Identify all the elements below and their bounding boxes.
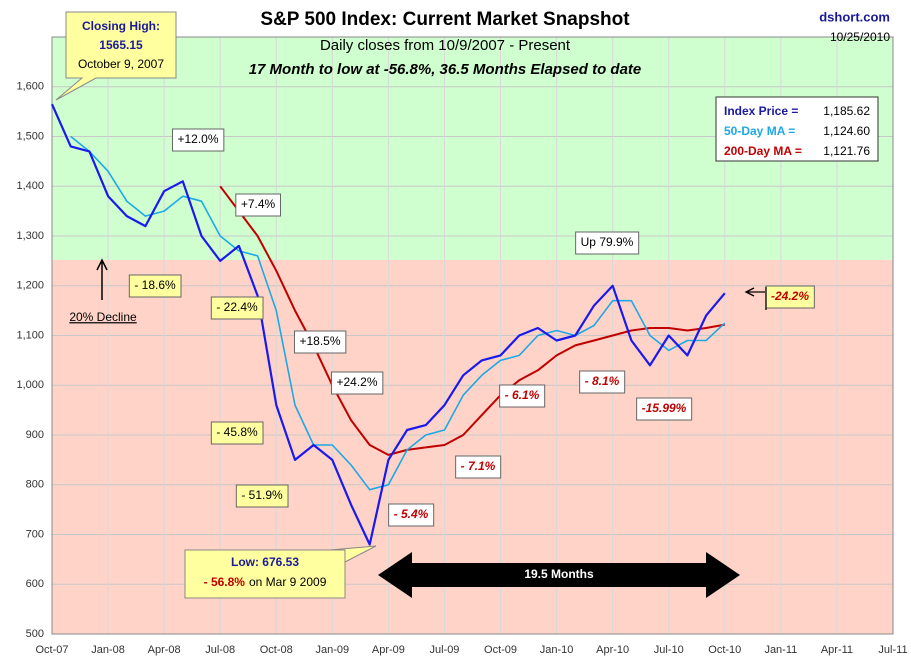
callout <box>55 11 177 101</box>
legend-label: Index Price = <box>724 104 798 118</box>
x-tick-label: Apr-08 <box>148 644 181 656</box>
x-tick-label: Oct-08 <box>260 644 293 656</box>
annotation: - 8.1% <box>585 374 620 388</box>
x-tick-label: Oct-07 <box>35 644 68 656</box>
annotation-box <box>171 128 225 152</box>
low-pct: - 56.8% <box>204 575 246 589</box>
annotation-box <box>636 397 693 421</box>
high-text: 1565.15 <box>99 38 143 52</box>
y-tick-label: 1,500 <box>16 130 44 142</box>
annotation: +24.2% <box>336 375 377 389</box>
x-tick-label: Jul-09 <box>429 644 459 656</box>
x-tick-label: Jan-10 <box>540 644 574 656</box>
x-tick-label: Oct-09 <box>484 644 517 656</box>
x-tick-label: Jul-10 <box>654 644 684 656</box>
x-tick-label: Jan-08 <box>91 644 125 656</box>
annotation: - 51.9% <box>241 488 283 502</box>
annotation-box <box>210 296 264 320</box>
annotation: -15.99% <box>642 401 687 415</box>
legend-value: 1,121.76 <box>823 144 870 158</box>
annotation: - 7.1% <box>461 459 496 473</box>
legend-value: 1,185.62 <box>823 104 870 118</box>
annotation-box <box>499 384 546 408</box>
annotation-box <box>210 421 264 445</box>
chart-title: S&P 500 Index: Current Market Snapshot <box>260 9 630 30</box>
low-text: - 56.8% on Mar 9 2009 <box>204 575 327 589</box>
low-rest: on Mar 9 2009 <box>249 575 327 589</box>
plot-border <box>51 36 894 635</box>
decline-arrow <box>96 258 108 300</box>
annotation-box <box>575 231 640 255</box>
y-tick-label: 1,000 <box>16 379 44 391</box>
y-tick-label: 1,100 <box>16 329 44 341</box>
callout <box>184 545 377 599</box>
annotation-box <box>455 455 502 479</box>
y-tick-label: 900 <box>26 429 44 441</box>
high-text: Closing High: <box>82 19 160 33</box>
months-arrow <box>378 552 740 598</box>
date: 10/25/2010 <box>830 30 890 44</box>
annotation-box <box>235 193 282 217</box>
subtitle2: 17 Month to low at -56.8%, 36.5 Months E… <box>249 61 642 78</box>
annotation-box <box>388 503 435 527</box>
y-tick-label: 700 <box>26 528 44 540</box>
annotation: +7.4% <box>241 197 276 211</box>
x-tick-label: Apr-09 <box>372 644 405 656</box>
annotation: Up 79.9% <box>581 235 634 249</box>
y-tick-label: 1,300 <box>16 230 44 242</box>
x-tick-label: Jan-11 <box>764 644 797 656</box>
annotation: - 18.6% <box>134 278 176 292</box>
high-text: October 9, 2007 <box>78 57 164 71</box>
subtitle: Daily closes from 10/9/2007 - Present <box>320 37 571 54</box>
x-tick-label: Jul-11 <box>878 644 907 656</box>
y-tick-label: 800 <box>26 479 44 491</box>
annotation: - 5.4% <box>394 507 429 521</box>
annotation: - 45.8% <box>216 425 258 439</box>
y-tick-label: 1,600 <box>16 81 44 93</box>
series-line <box>219 185 725 456</box>
legend-label: 50-Day MA = <box>724 124 795 138</box>
annotation: -24.2% <box>771 289 809 303</box>
low-text: Low: 676.53 <box>231 555 299 569</box>
pointer <box>744 287 767 310</box>
annotation-box <box>330 371 384 395</box>
series-line <box>50 103 726 546</box>
decline-label: 20% Decline <box>69 310 137 324</box>
overlay: Index Price = 1,185.62 50-Day MA = 1,124.60… <box>55 11 879 599</box>
legend-value: 1,124.60 <box>823 124 870 138</box>
annotation: - 22.4% <box>216 300 258 314</box>
annotation-box <box>579 370 626 394</box>
x-tick-label: Apr-11 <box>821 644 853 656</box>
annotation: +12.0% <box>177 132 218 146</box>
x-tick-label: Jul-08 <box>205 644 235 656</box>
y-tick-label: 500 <box>26 628 44 640</box>
months-label: 19.5 Months <box>524 567 594 581</box>
annotation-box <box>128 274 182 298</box>
annotation: +18.5% <box>299 334 340 348</box>
y-tick-label: 1,200 <box>16 280 44 292</box>
annotation-box <box>235 484 289 508</box>
x-tick-label: Jan-09 <box>316 644 350 656</box>
x-tick-label: Apr-10 <box>596 644 629 656</box>
source: dshort.com <box>819 9 890 24</box>
legend-label: 200-Day MA = <box>724 144 802 158</box>
series-line <box>70 135 726 491</box>
y-tick-label: 600 <box>26 578 44 590</box>
x-tick-label: Oct-10 <box>708 644 741 656</box>
legend-box <box>715 96 879 162</box>
annotation: - 6.1% <box>505 388 540 402</box>
annotation-box <box>293 330 347 354</box>
y-tick-label: 1,400 <box>16 180 44 192</box>
